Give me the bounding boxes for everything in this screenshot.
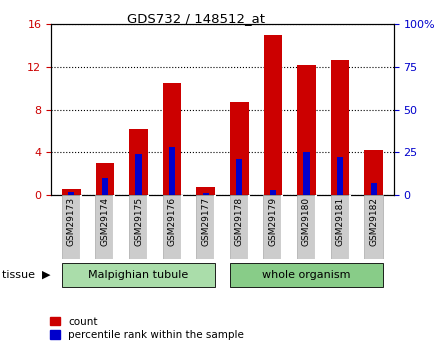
Text: GSM29179: GSM29179	[268, 197, 277, 246]
Bar	[230, 102, 249, 195]
Bar	[270, 190, 276, 195]
Bar	[297, 195, 316, 259]
Text: GSM29175: GSM29175	[134, 197, 143, 246]
Text: GSM29173: GSM29173	[67, 197, 76, 246]
Text: GSM29174: GSM29174	[101, 197, 109, 246]
Text: GSM29178: GSM29178	[235, 197, 244, 246]
Bar	[95, 195, 114, 259]
Bar	[62, 188, 81, 195]
Text: GSM29181: GSM29181	[336, 197, 344, 246]
Text: GSM29176: GSM29176	[168, 197, 177, 246]
Bar	[263, 195, 283, 259]
Text: whole organism: whole organism	[262, 270, 351, 279]
Bar	[196, 195, 215, 259]
Bar	[102, 178, 108, 195]
Bar	[129, 129, 148, 195]
Bar	[129, 195, 148, 259]
Bar	[371, 183, 377, 195]
Bar	[331, 60, 349, 195]
Text: GSM29182: GSM29182	[369, 197, 378, 246]
Bar	[230, 195, 249, 259]
Bar	[331, 195, 350, 259]
Legend: count, percentile rank within the sample: count, percentile rank within the sample	[50, 317, 244, 340]
Bar	[364, 150, 383, 195]
Text: GDS732 / 148512_at: GDS732 / 148512_at	[127, 12, 265, 25]
Bar	[62, 195, 81, 259]
Bar	[162, 195, 182, 259]
Text: GSM29180: GSM29180	[302, 197, 311, 246]
Text: GSM29177: GSM29177	[201, 197, 210, 246]
Bar	[169, 147, 175, 195]
Bar	[196, 187, 215, 195]
Bar	[297, 65, 316, 195]
Bar	[236, 159, 243, 195]
Text: tissue  ▶: tissue ▶	[2, 270, 51, 280]
Bar	[337, 157, 343, 195]
Bar	[364, 195, 383, 259]
Text: Malpighian tubule: Malpighian tubule	[89, 270, 189, 279]
Bar	[96, 163, 114, 195]
Bar	[163, 83, 182, 195]
Bar	[230, 264, 383, 287]
Bar	[69, 193, 74, 195]
Bar	[202, 193, 209, 195]
Bar	[263, 35, 282, 195]
Bar	[135, 154, 142, 195]
Bar	[303, 152, 310, 195]
Bar	[62, 264, 215, 287]
